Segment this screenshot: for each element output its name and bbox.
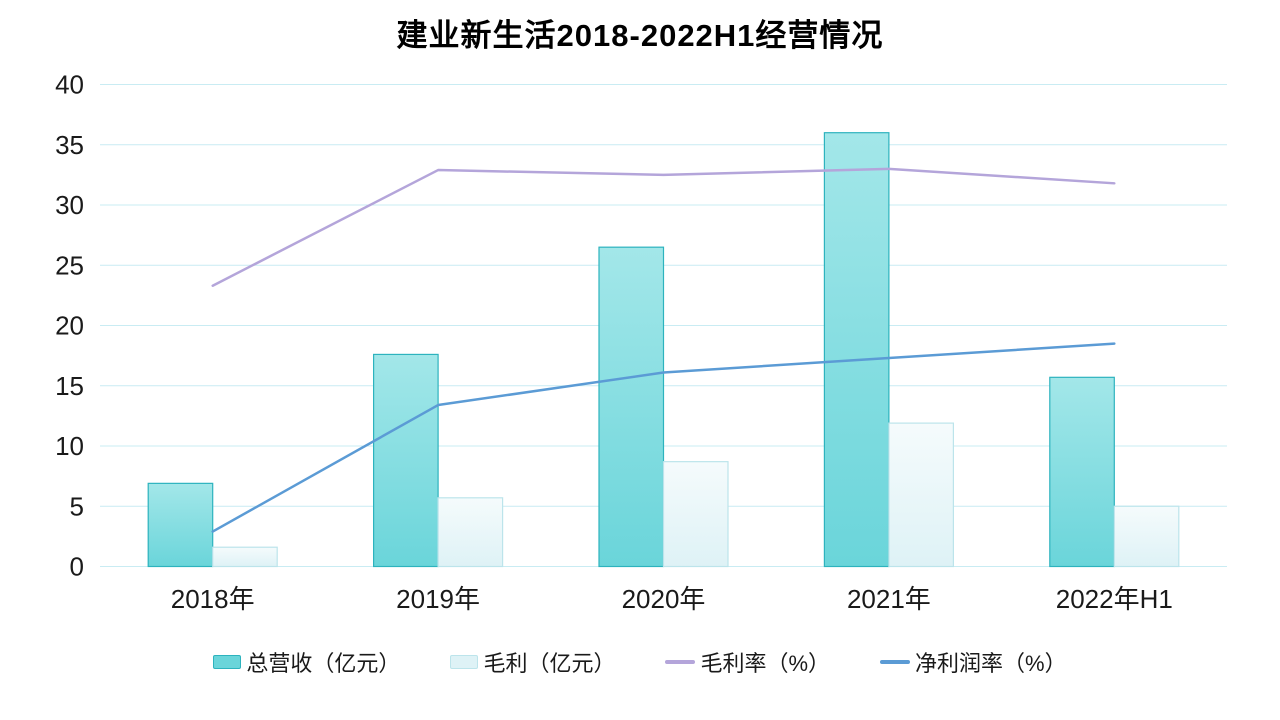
y-axis-tick-label: 25	[55, 250, 84, 280]
legend-item-gross-profit: 毛利（亿元）	[450, 646, 615, 678]
x-axis-category-label: 2018年	[171, 584, 255, 614]
x-axis-category-label: 2020年	[622, 584, 706, 614]
gross-profit-bar	[212, 546, 278, 568]
y-axis-tick-label: 35	[55, 130, 84, 160]
x-axis-category-label: 2021年	[847, 584, 931, 614]
y-axis-tick-label: 5	[70, 491, 84, 521]
gross-profit-bar	[888, 422, 955, 568]
y-axis-tick-label: 0	[70, 552, 84, 582]
y-axis-tick-label: 20	[55, 311, 84, 341]
legend-item-revenue: 总营收（亿元）	[213, 646, 400, 678]
revenue-bar	[823, 132, 890, 568]
net-margin-legend-swatch-icon	[880, 660, 911, 664]
x-axis-category-label: 2022年H1	[1056, 584, 1173, 614]
gross-profit-bar	[437, 497, 504, 568]
legend-label: 毛利（亿元）	[483, 651, 616, 676]
gross-margin-legend-swatch-icon	[665, 660, 696, 664]
x-axis-category-label: 2019年	[396, 584, 480, 614]
y-axis-tick-label: 10	[55, 431, 84, 461]
chart-legend: 总营收（亿元） 毛利（亿元） 毛利率（%） 净利润率（%）	[0, 646, 1280, 678]
legend-label: 总营收（亿元）	[246, 651, 401, 676]
chart-title: 建业新生活2018-2022H1经营情况	[396, 18, 884, 53]
revenue-bar	[373, 353, 439, 568]
y-axis-tick-label: 40	[55, 70, 84, 100]
gross-profit-legend-swatch-icon	[450, 655, 479, 669]
legend-label: 毛利率（%）	[700, 651, 831, 676]
revenue-bar	[1049, 376, 1115, 568]
legend-label: 净利润率（%）	[915, 651, 1067, 676]
revenue-bar	[147, 482, 214, 568]
y-axis-tick-label: 30	[55, 190, 84, 220]
legend-item-gross-margin: 毛利率（%）	[665, 646, 830, 678]
legend-item-net-margin: 净利润率（%）	[880, 646, 1067, 678]
gross-margin-line	[211, 167, 1116, 287]
net-margin-line	[211, 342, 1116, 533]
chart-plot: 0 5 10 15 20 25 30 35 40 2018年 2019年 2020年 2021年 2022…	[55, 70, 1227, 614]
revenue-legend-swatch-icon	[213, 655, 242, 669]
gross-profit-bar	[662, 461, 729, 568]
gross-profit-bar	[1113, 505, 1180, 568]
y-axis-tick-label: 15	[55, 371, 84, 401]
revenue-bar	[598, 246, 665, 568]
